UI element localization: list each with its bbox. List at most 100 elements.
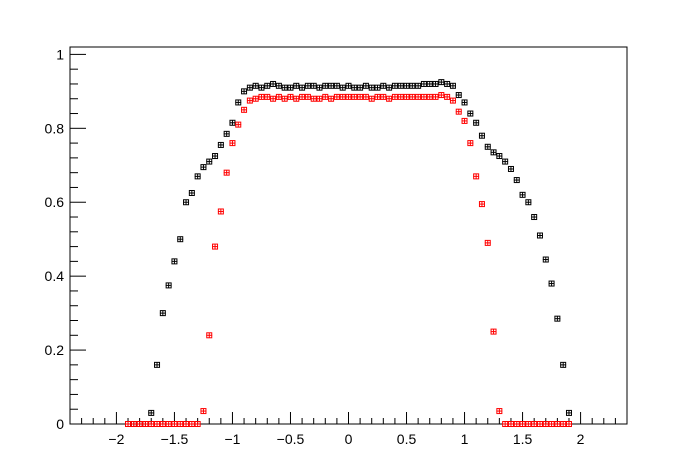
point-marker — [148, 421, 155, 427]
data-point — [194, 421, 201, 427]
point-marker — [542, 256, 549, 263]
y-axis: 0 0.2 0.4 0.6 0.8 1 — [45, 46, 86, 432]
data-point — [229, 140, 236, 147]
point-marker — [148, 409, 155, 416]
point-marker — [438, 92, 445, 99]
data-point — [316, 84, 323, 91]
point-marker — [444, 93, 451, 100]
x-tick-label: −2 — [108, 431, 124, 447]
point-marker — [455, 92, 462, 99]
point-marker — [235, 121, 242, 128]
point-marker — [212, 153, 219, 160]
data-point — [351, 93, 358, 100]
point-marker — [322, 82, 329, 89]
point-marker — [449, 82, 456, 89]
data-point — [293, 95, 300, 102]
point-marker — [235, 99, 242, 106]
data-point — [339, 84, 346, 91]
point-marker — [206, 158, 213, 165]
data-point — [154, 361, 161, 368]
data-point — [212, 153, 219, 160]
data-point — [391, 82, 398, 89]
data-point — [275, 93, 282, 100]
data-point — [438, 92, 445, 99]
point-marker — [455, 108, 462, 115]
point-marker — [351, 93, 358, 100]
point-marker — [125, 421, 132, 427]
data-point — [374, 93, 381, 100]
data-point — [519, 191, 526, 198]
data-point — [246, 97, 253, 104]
point-marker — [386, 95, 393, 102]
point-marker — [380, 93, 387, 100]
data-point — [496, 153, 503, 160]
point-marker — [229, 119, 236, 126]
point-marker — [380, 82, 387, 89]
data-point — [345, 93, 352, 100]
point-marker — [310, 95, 317, 102]
data-point — [322, 82, 329, 89]
point-marker — [275, 93, 282, 100]
point-marker — [496, 153, 503, 160]
data-point — [420, 93, 427, 100]
data-point — [357, 84, 364, 91]
data-point — [490, 149, 497, 156]
point-marker — [513, 177, 520, 184]
data-point — [333, 82, 340, 89]
point-marker — [200, 164, 207, 171]
data-point — [484, 239, 491, 246]
data-point — [287, 84, 294, 91]
point-marker — [339, 93, 346, 100]
point-marker — [507, 165, 514, 172]
point-marker — [368, 84, 375, 91]
point-marker — [328, 95, 335, 102]
point-marker — [328, 82, 335, 89]
point-marker — [548, 280, 555, 287]
point-marker — [299, 93, 306, 100]
point-marker — [507, 421, 514, 427]
data-point — [542, 421, 549, 427]
point-marker — [449, 97, 456, 104]
point-marker — [200, 408, 207, 415]
point-marker — [345, 82, 352, 89]
series-1 — [125, 79, 572, 427]
data-point — [328, 82, 335, 89]
point-marker — [252, 95, 259, 102]
point-marker — [368, 95, 375, 102]
data-point — [281, 84, 288, 91]
data-point — [246, 84, 253, 91]
data-point — [409, 82, 416, 89]
data-point — [449, 82, 456, 89]
data-point — [177, 236, 184, 243]
point-marker — [142, 421, 149, 427]
data-point — [328, 95, 335, 102]
point-marker — [461, 117, 468, 124]
point-marker — [525, 199, 532, 206]
point-marker — [467, 110, 474, 117]
point-marker — [478, 201, 485, 208]
point-marker — [560, 421, 567, 427]
point-marker — [432, 80, 439, 87]
point-marker — [217, 208, 224, 215]
y-tick-label: 0.6 — [45, 194, 65, 210]
data-point — [542, 256, 549, 263]
point-marker — [478, 132, 485, 139]
x-axis: −2 −1.5 −1 −0.5 0 0.5 1 1.5 2 — [81, 412, 616, 447]
data-point — [223, 130, 230, 137]
data-point — [525, 199, 532, 206]
data-point — [502, 421, 509, 427]
data-point — [513, 421, 520, 427]
point-marker — [194, 173, 201, 180]
x-tick-label: 0.5 — [397, 431, 417, 447]
data-point — [159, 310, 166, 317]
data-point — [136, 421, 143, 427]
data-point — [235, 99, 242, 106]
x-tick-label: 1 — [461, 431, 469, 447]
point-marker — [171, 421, 178, 427]
point-marker — [519, 421, 526, 427]
point-marker — [252, 82, 259, 89]
data-point — [345, 82, 352, 89]
point-marker — [229, 140, 236, 147]
